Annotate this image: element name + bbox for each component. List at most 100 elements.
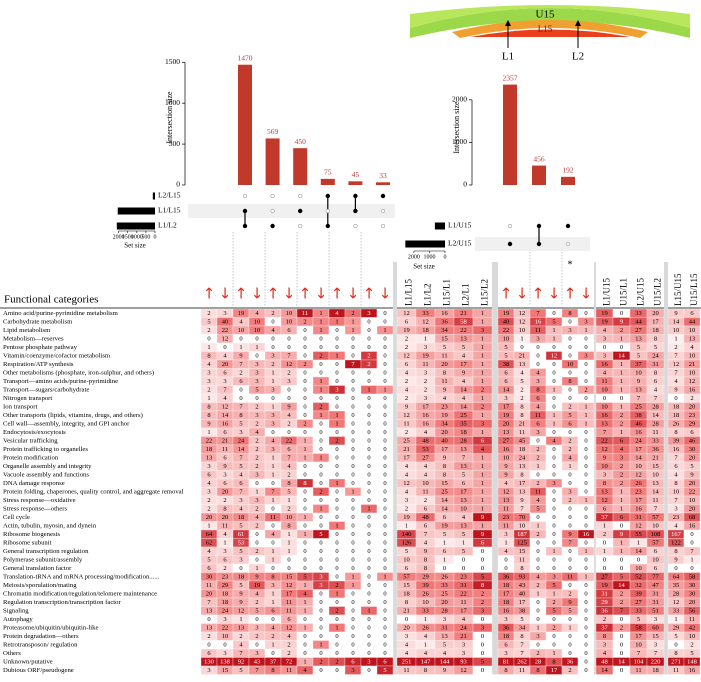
cell-value: 14 — [238, 446, 245, 453]
cell-value: 6 — [207, 565, 211, 572]
cell-value: 4 — [481, 446, 485, 453]
cell-value: 18 — [222, 591, 229, 598]
matrix-dot — [270, 223, 275, 229]
cell-value: 0 — [584, 625, 587, 632]
cell-value: 0 — [584, 616, 587, 623]
cell-value: 16 — [535, 319, 542, 326]
cell-value: 3 — [584, 353, 587, 360]
cell-value: 0 — [552, 531, 555, 538]
cell-value: 33 — [635, 310, 642, 317]
cell-value: 0 — [584, 310, 587, 317]
cell-value: 45 — [519, 438, 526, 445]
cell-value: 1 — [335, 353, 338, 360]
cell-value: 0 — [335, 667, 338, 674]
cell-value: 2 — [255, 455, 258, 462]
cell-value: 15 — [222, 667, 229, 674]
cell-value: 8 — [520, 472, 523, 479]
cell-value: 13 — [206, 625, 213, 632]
cell-value: 8 — [674, 480, 677, 487]
matrix-dot — [565, 223, 571, 229]
cell-value: 3 — [536, 378, 539, 385]
cell-value: 14 — [618, 659, 625, 666]
cell-value: 0 — [383, 633, 386, 640]
cell-value: 0 — [383, 642, 386, 649]
cell-value: 1 — [383, 327, 386, 334]
cell-value: 0 — [383, 616, 386, 623]
cell-value: 9 — [405, 404, 408, 411]
cell-value: 40 — [222, 319, 229, 326]
cell-value: 18 — [238, 514, 245, 521]
cell-value: 4 — [424, 429, 428, 436]
cell-value: 10 — [460, 506, 467, 513]
row-label: Protein degradation—others — [3, 633, 79, 640]
row-label: Autophagy — [3, 616, 33, 623]
cell-value: 16 — [635, 506, 642, 513]
cell-value: 23 — [673, 514, 680, 521]
cell-value: 2 — [271, 633, 274, 640]
cell-value: 5 — [637, 616, 640, 623]
cell-value: 12 — [238, 608, 245, 615]
cell-value: 0 — [367, 370, 370, 377]
y-tick-label: 0 — [176, 180, 180, 189]
cell-value: 1 — [319, 319, 322, 326]
cell-value: 9 — [620, 531, 623, 538]
row-label: Vacuole assembly and functions — [3, 471, 89, 478]
cell-value: 11 — [503, 523, 509, 530]
cell-value: 33 — [673, 608, 680, 615]
cell-value: 138 — [220, 659, 230, 666]
row-label: Polymerase subunit/assembly — [3, 556, 83, 563]
cell-value: 5 — [462, 344, 465, 351]
cell-value: 0 — [335, 361, 338, 368]
cell-value: 10 — [238, 327, 245, 334]
cell-value: 5 — [255, 387, 258, 394]
cell-value: 57 — [652, 540, 659, 547]
cell-value: 4 — [405, 387, 409, 394]
cell-value: 1 — [335, 523, 338, 530]
cell-value: 20 — [689, 480, 696, 487]
cell-value: 0 — [319, 540, 322, 547]
cell-value: 48 — [422, 514, 429, 521]
cell-value: 5 — [620, 574, 623, 581]
cell-value: 0 — [383, 472, 386, 479]
bar — [376, 182, 390, 185]
cell-value: 2 — [620, 421, 623, 428]
cell-value: 4 — [568, 455, 572, 462]
cell-value: 1 — [620, 429, 623, 436]
cell-value: 7 — [674, 353, 678, 360]
cell-value: 11 — [422, 361, 428, 368]
cell-value: 0 — [568, 387, 571, 394]
cell-value: 0 — [335, 599, 338, 606]
cell-value: 0 — [335, 378, 338, 385]
cell-value: 0 — [603, 540, 606, 547]
cell-value: 0 — [584, 506, 587, 513]
cell-value: 0 — [481, 548, 484, 555]
upper-layer — [410, 8, 690, 38]
cell-value: 0 — [584, 582, 587, 589]
y-axis-title: Intersection size — [165, 91, 174, 144]
cell-value: 4 — [255, 429, 259, 436]
cell-value: 11 — [535, 489, 541, 496]
cell-value: 39 — [422, 582, 429, 589]
bar-value-label: 75 — [324, 168, 332, 177]
cell-value: 7 — [690, 548, 694, 555]
row-label: Transport—amino acids/purine-pyrimidine — [3, 378, 118, 385]
cell-value: 0 — [584, 429, 587, 436]
cell-value: 16 — [635, 429, 642, 436]
cell-value: 2 — [584, 387, 587, 394]
cell-value: 0 — [335, 574, 338, 581]
cell-value: 14 — [601, 667, 608, 674]
cell-value: 0 — [690, 540, 693, 547]
cell-value: 13 — [460, 446, 467, 453]
cell-value: 57 — [403, 574, 410, 581]
cell-value: 6 — [654, 548, 658, 555]
cell-value: 0 — [536, 608, 539, 615]
cell-value: 11 — [403, 421, 409, 428]
cell-value: 0 — [319, 370, 322, 377]
cell-value: 0 — [552, 378, 555, 385]
group-separator — [492, 262, 498, 675]
cell-value: 13 — [519, 463, 526, 470]
cell-value: 0 — [351, 480, 354, 487]
cell-value: 1 — [319, 455, 322, 462]
cell-value: 1 — [481, 480, 484, 487]
cell-value: 2 — [351, 310, 354, 317]
